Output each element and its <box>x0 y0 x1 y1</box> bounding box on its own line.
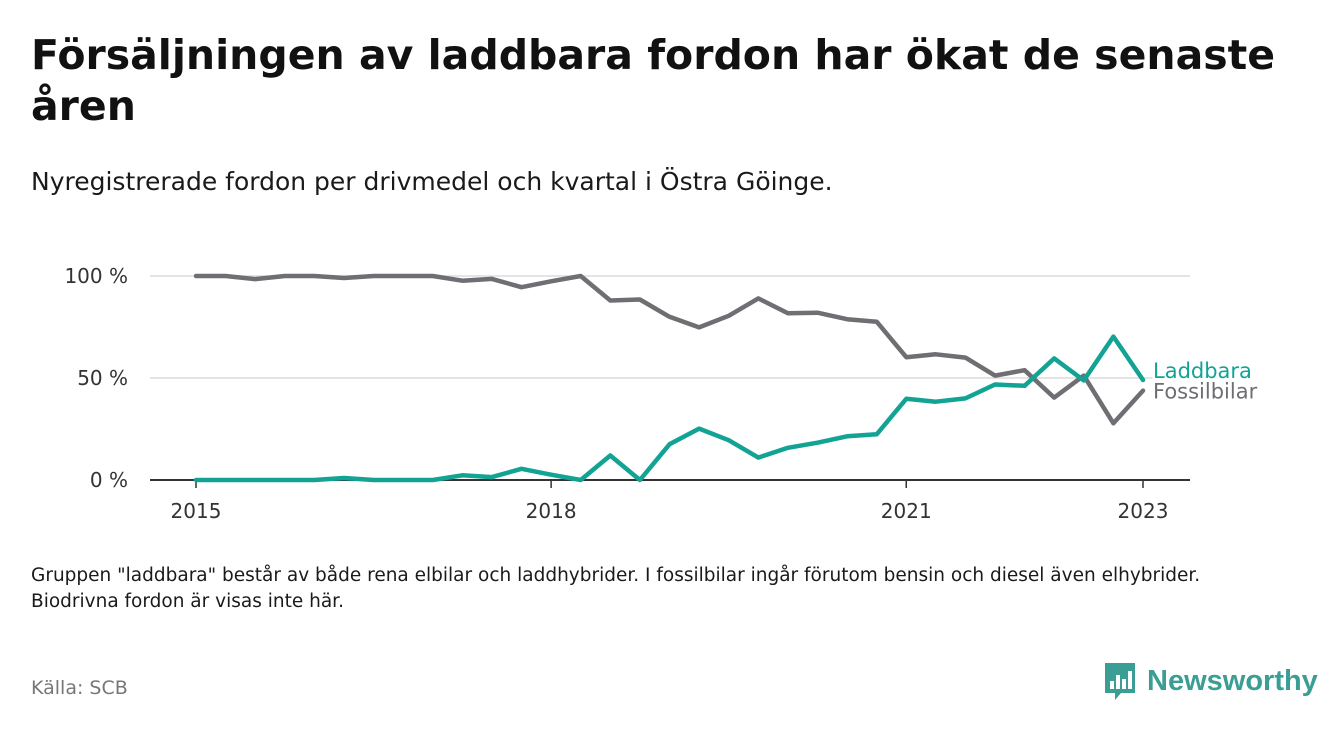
source-label: Källa: SCB <box>31 677 128 699</box>
x-tick-label: 2023 <box>1118 499 1169 523</box>
x-tick-label: 2015 <box>171 499 222 523</box>
newsworthy-logo: Newsworthy <box>1103 661 1318 701</box>
x-tick-label: 2018 <box>526 499 577 523</box>
series-line-laddbara <box>193 334 1146 483</box>
y-tick-label: 100 % <box>64 264 128 288</box>
chart-title: Försäljningen av laddbara fordon har öka… <box>31 31 1276 130</box>
series-label-laddbara: Laddbara <box>1153 359 1252 383</box>
x-tick-label: 2021 <box>881 499 932 523</box>
gridlines <box>150 275 1190 379</box>
x-axis: 2015 2018 2021 2023 <box>150 479 1190 523</box>
chart-subtitle: Nyregistrerade fordon per drivmedel och … <box>31 167 833 196</box>
y-tick-label: 0 % <box>90 468 128 492</box>
series-lines <box>193 273 1146 483</box>
y-axis-ticks: 0 % 50 % 100 % <box>64 264 128 492</box>
y-tick-label: 50 % <box>77 366 128 390</box>
brand-name: Newsworthy <box>1147 664 1318 697</box>
bar-chart-speech-bubble-icon <box>1105 663 1135 700</box>
series-label-fossilbilar: Fossilbilar <box>1153 380 1258 404</box>
footnote: Gruppen "laddbara" består av både rena e… <box>31 565 1201 612</box>
series-line-fossilbilar <box>193 273 1146 426</box>
